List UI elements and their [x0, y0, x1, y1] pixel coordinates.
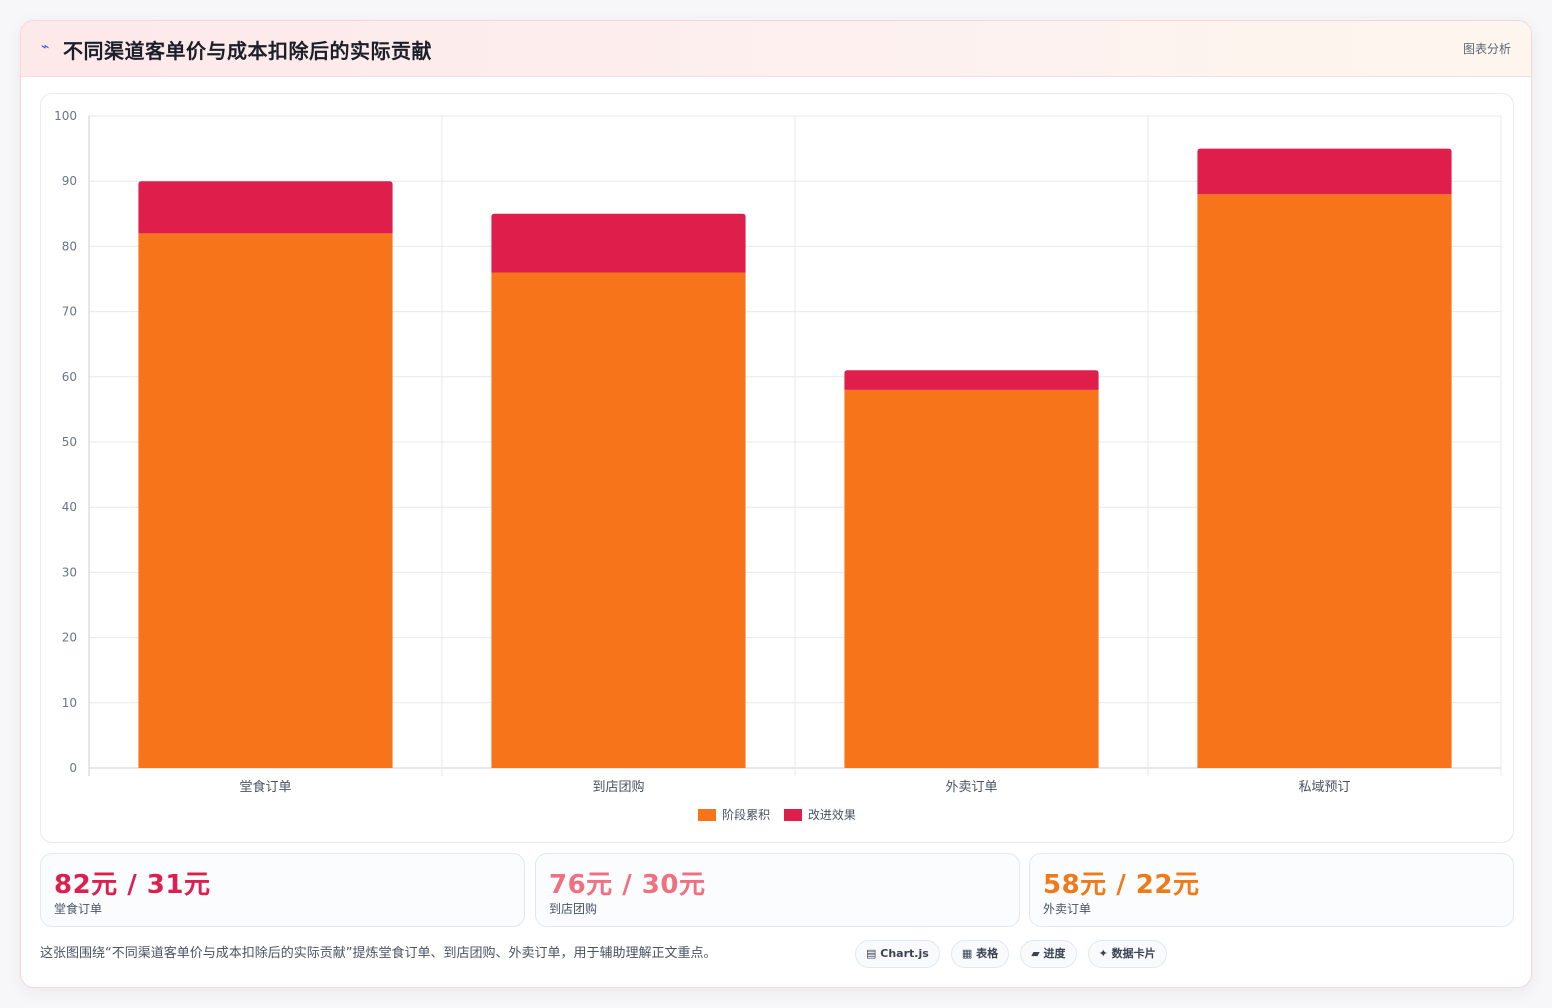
stat-label: 外卖订单	[1043, 902, 1092, 916]
stat-card-delivery: 58元 / 22元 外卖订单	[1029, 853, 1514, 927]
legend-item-improve[interactable]: 改进效果	[783, 806, 856, 823]
card-title: 不同渠道客单价与成本扣除后的实际贡献	[63, 39, 432, 63]
bar-improve	[1197, 148, 1452, 195]
bar-improve	[138, 181, 393, 234]
x-tick-label: 外卖订单	[945, 780, 997, 795]
bar-improve	[491, 213, 746, 273]
x-tick-label: 私域预订	[1298, 780, 1350, 795]
table-icon: ▦	[961, 947, 973, 960]
chart-caption: 这张图围绕“不同渠道客单价与成本扣除后的实际贡献”提炼堂食订单、到店团购、外卖订…	[40, 946, 717, 961]
bar-stage	[1197, 194, 1452, 768]
chart-analysis-tag[interactable]: 图表分析	[1462, 42, 1511, 56]
y-tick-label: 70	[62, 305, 77, 319]
tag-chartjs[interactable]: ▤ Chart.js	[855, 940, 940, 968]
legend-item-stage[interactable]: 阶段累积	[698, 806, 770, 823]
chart-area: 0 10 20 30 40 50 60 70 80 90 100 堂食订单 到店团购 外卖订单 私域预订 阶…	[40, 93, 1514, 843]
tag-label: 进度	[1043, 947, 1066, 960]
tag-label: Chart.js	[880, 947, 929, 960]
chart-icon: ▤	[866, 947, 877, 960]
y-tick-label: 40	[62, 500, 77, 514]
y-tick-label: 60	[62, 370, 77, 384]
stat-value: 76元 / 30元	[549, 870, 706, 900]
y-tick-label: 20	[62, 631, 77, 645]
y-tick-label: 30	[62, 565, 77, 579]
stat-label: 到店团购	[549, 902, 598, 916]
stat-label: 堂食订单	[54, 902, 103, 916]
y-tick-label: 0	[69, 761, 77, 775]
bar-stage	[844, 389, 1099, 768]
stat-card-dine-in: 82元 / 31元 堂食订单	[40, 853, 525, 927]
bar-chart: 0 10 20 30 40 50 60 70 80 90 100 堂食订单 到店团购 外卖订单 私域预订	[54, 109, 1502, 795]
y-tick-label: 10	[62, 696, 77, 710]
stat-cards: 82元 / 31元 堂食订单 76元 / 30元 到店团购 58元 / 22元 …	[40, 853, 1514, 927]
x-tick-label: 堂食订单	[239, 779, 291, 795]
tag-label: 表格	[976, 947, 999, 960]
chart-line-icon: ⌁	[41, 39, 50, 55]
bar-stage	[138, 233, 393, 769]
chart-legend: 阶段累积 改进效果	[41, 806, 1513, 823]
tag-progress[interactable]: ▰ 进度	[1020, 940, 1077, 968]
stat-value: 58元 / 22元	[1043, 870, 1200, 900]
legend-label-improve: 改进效果	[807, 808, 856, 822]
tag-label: 数据卡片	[1111, 947, 1156, 960]
tag-data-card[interactable]: ✦ 数据卡片	[1087, 940, 1167, 968]
legend-label-stage: 阶段累积	[722, 808, 771, 822]
bar-stage	[491, 272, 746, 768]
tech-tags: ▤ Chart.js ▦ 表格 ▰ 进度 ✦ 数据卡片	[855, 940, 1173, 970]
tag-table[interactable]: ▦ 表格	[950, 940, 1010, 968]
bar-improve	[844, 370, 1099, 390]
y-tick-label: 100	[54, 109, 77, 123]
x-tick-label: 到店团购	[592, 779, 644, 795]
sparkle-icon: ✦	[1098, 947, 1108, 960]
legend-swatch-stage	[698, 809, 717, 821]
card-header: ⌁ 不同渠道客单价与成本扣除后的实际贡献 图表分析	[21, 21, 1531, 77]
stat-value: 82元 / 31元	[54, 870, 211, 900]
y-tick-label: 80	[62, 239, 77, 253]
legend-swatch-improve	[783, 809, 802, 821]
y-tick-label: 90	[62, 174, 77, 188]
chart-card: ⌁ 不同渠道客单价与成本扣除后的实际贡献 图表分析 0 10 20 30 40 50 60 7…	[20, 20, 1532, 988]
y-tick-label: 50	[62, 435, 77, 449]
stat-card-group-buy: 76元 / 30元 到店团购	[535, 853, 1020, 927]
progress-icon: ▰	[1031, 947, 1040, 960]
